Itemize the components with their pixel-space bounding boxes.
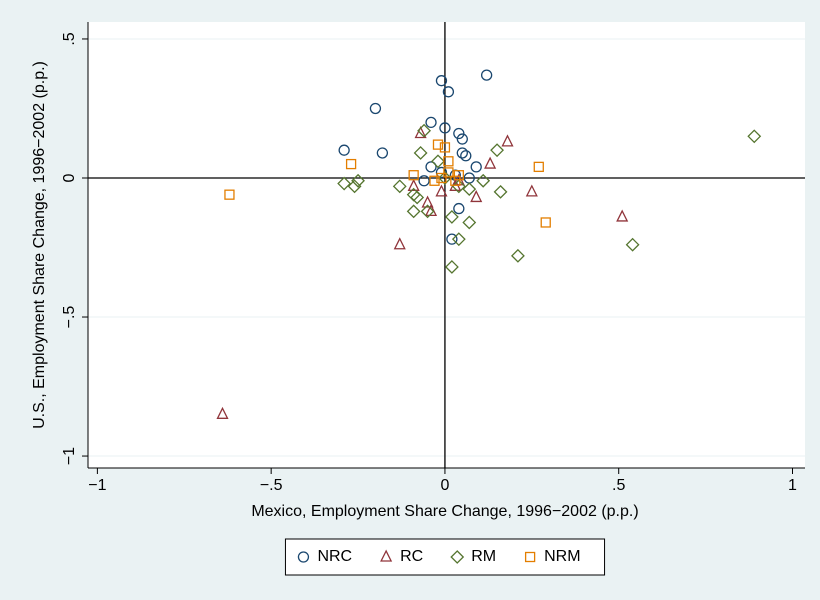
y-tick-label: −1 xyxy=(61,447,78,465)
point xyxy=(443,167,454,178)
point xyxy=(462,215,477,230)
point xyxy=(425,116,437,129)
point xyxy=(435,184,448,197)
point xyxy=(417,123,432,138)
point xyxy=(414,126,427,139)
point xyxy=(476,173,491,188)
point xyxy=(393,237,406,250)
point xyxy=(625,237,640,252)
point xyxy=(451,232,466,247)
legend-marker xyxy=(380,549,393,562)
x-tick-label: −1 xyxy=(88,477,106,494)
point xyxy=(418,175,430,187)
point xyxy=(369,102,382,115)
point xyxy=(351,173,365,188)
legend-box xyxy=(284,538,606,576)
point xyxy=(347,179,362,194)
plot-area xyxy=(88,22,805,468)
point xyxy=(345,158,357,170)
y-tick-label: 0 xyxy=(61,173,78,182)
point xyxy=(451,179,466,194)
point xyxy=(490,143,504,158)
point xyxy=(439,142,451,153)
point xyxy=(493,184,508,199)
legend-label: RC xyxy=(400,548,423,565)
point xyxy=(450,175,461,186)
legend: NRC RC RM NRM xyxy=(284,538,606,576)
y-axis-title: U.S., Employment Share Change, 1996−2002… xyxy=(31,61,48,429)
point xyxy=(392,179,407,194)
point xyxy=(408,170,419,181)
legend-label: NRC xyxy=(317,548,352,565)
point xyxy=(413,146,428,160)
point xyxy=(453,127,465,140)
point xyxy=(420,204,435,219)
point xyxy=(432,139,444,150)
point xyxy=(540,217,551,228)
point xyxy=(747,129,762,144)
point xyxy=(453,202,465,215)
legend-marker xyxy=(524,551,536,563)
legend-marker xyxy=(450,550,465,564)
point xyxy=(216,406,229,419)
point xyxy=(429,175,440,186)
point xyxy=(435,75,448,87)
point xyxy=(410,190,425,205)
point xyxy=(435,166,448,179)
legend-label: RM xyxy=(471,548,496,565)
point xyxy=(443,156,454,167)
x-axis-title: Mexico, Employment Share Change, 1996−20… xyxy=(251,503,638,520)
legend-label: NRM xyxy=(544,548,580,565)
y-tick-label: −.5 xyxy=(61,306,78,329)
point xyxy=(439,122,451,134)
x-tick-label: 1 xyxy=(788,477,797,494)
point xyxy=(460,150,472,162)
legend-item: RC xyxy=(380,548,423,565)
point xyxy=(438,171,452,185)
x-tick-label: −.5 xyxy=(260,477,283,494)
point xyxy=(484,156,497,169)
point xyxy=(436,172,447,184)
point xyxy=(406,204,421,219)
point xyxy=(337,176,352,191)
point xyxy=(338,144,350,156)
point xyxy=(462,182,477,197)
point xyxy=(407,178,420,191)
x-tick-label: .5 xyxy=(612,477,625,494)
point xyxy=(470,161,482,173)
legend-item: NRC xyxy=(297,548,352,565)
x-tick-label: 0 xyxy=(440,477,449,494)
point xyxy=(442,86,455,98)
point xyxy=(456,147,468,159)
point xyxy=(446,233,458,245)
point xyxy=(424,203,438,217)
point xyxy=(480,69,493,81)
point xyxy=(525,184,538,197)
point xyxy=(444,209,459,224)
point xyxy=(425,161,437,173)
point xyxy=(431,154,445,169)
point xyxy=(453,170,464,181)
legend-item: NRM xyxy=(524,548,581,565)
point xyxy=(376,147,389,159)
point xyxy=(456,133,468,145)
point xyxy=(511,248,525,263)
point xyxy=(421,195,434,208)
point xyxy=(533,161,544,173)
point xyxy=(444,260,459,274)
legend-marker xyxy=(297,551,310,563)
point xyxy=(501,134,514,147)
point xyxy=(616,209,629,222)
legend-item: RM xyxy=(450,548,496,565)
point xyxy=(224,189,235,200)
point xyxy=(470,189,483,203)
y-tick-label: .5 xyxy=(61,32,78,45)
